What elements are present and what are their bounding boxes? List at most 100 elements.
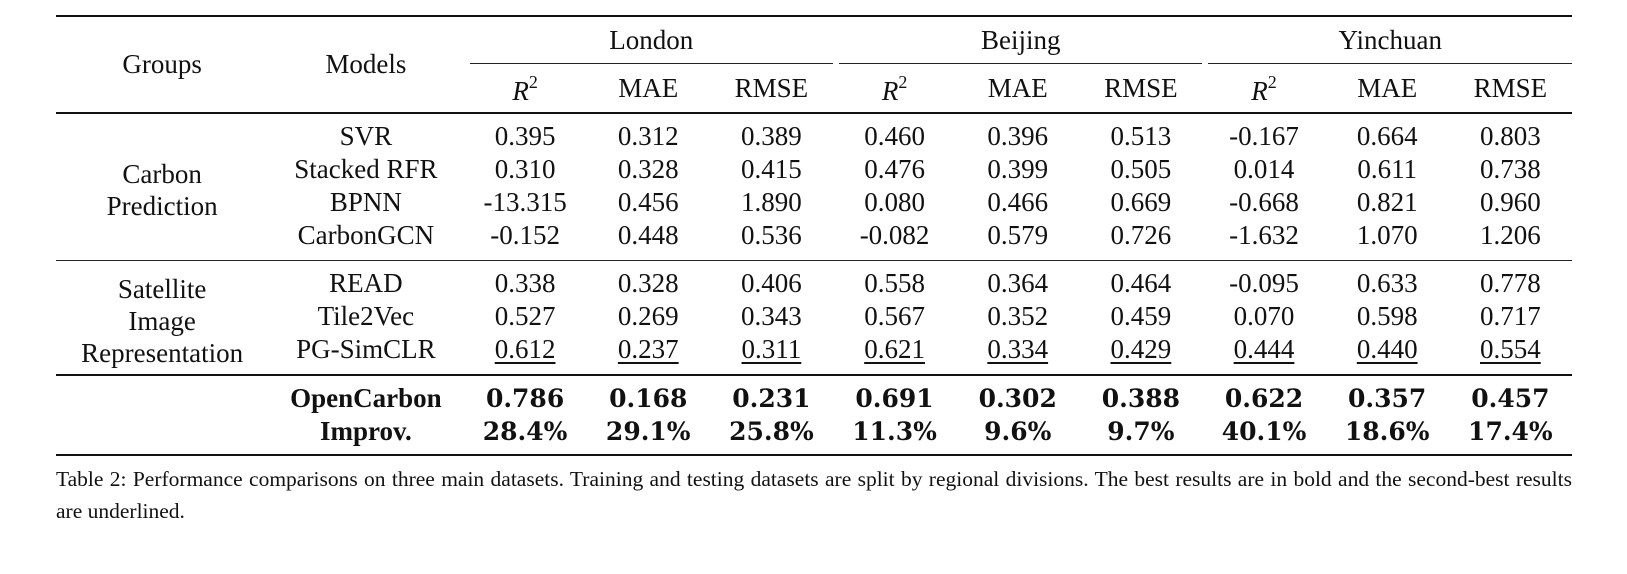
metric-value-cell: 40.1%: [1202, 415, 1326, 456]
metric-value-cell: 0.352: [987, 301, 1049, 331]
metric-value-cell: 0.464: [1079, 260, 1203, 300]
model-name-cell: CarbonGCN: [297, 220, 435, 250]
metric-value-cell: 0.691: [832, 374, 957, 415]
table-row: Carbon Prediction SVR 0.395 0.312 0.389 0.460 0…: [56, 113, 1572, 221]
results-table: Groups Models London Beijing Yinchuan R2…: [56, 15, 1572, 456]
metric-value-cell: -0.152: [490, 220, 560, 250]
metric-value-cell: 18.6%: [1325, 415, 1449, 456]
empty-group-cell: [56, 374, 269, 415]
empty-group-cell: [56, 415, 269, 456]
metric-value-cell: 1.070: [1356, 220, 1418, 250]
group-label: Satellite Image Representation: [56, 260, 269, 375]
metric-value-cell: 0.440: [1356, 334, 1418, 364]
metric-value-cell: 0.328: [586, 260, 710, 300]
metric-value-cell: 0.343: [741, 301, 802, 331]
metric-value-cell: 0.357: [1325, 374, 1449, 415]
metric-value-cell: 25.8%: [709, 415, 833, 456]
metric-value-cell: 0.406: [709, 260, 833, 300]
metric-header-mae-beijing: MAE: [956, 64, 1080, 114]
metric-value-cell: 0.396: [987, 121, 1049, 151]
metric-value-cell: 0.460: [864, 121, 925, 151]
metric-value-cell: 0.311: [741, 334, 802, 364]
metric-value-cell: 0.389: [741, 121, 802, 151]
metric-value-cell: 0.611: [1357, 154, 1418, 184]
metric-value-cell: 0.633: [1325, 260, 1449, 300]
table-row: Improv. 28.4% 29.1% 25.8% 11.3% 9.6% 9.7% 40.1%…: [56, 415, 1572, 456]
model-name-cell: SVR: [339, 121, 393, 151]
group-satellite-image-representation: Satellite Image Representation READ 0.338 0.3…: [56, 260, 1572, 375]
metric-value-cell: 0.598: [1356, 301, 1418, 331]
metric-value-cell: 0.536: [741, 220, 802, 250]
metric-value-cell: 0.786: [463, 374, 587, 415]
group-opencarbon: OpenCarbon 0.786 0.168 0.231 0.691 0.302 0.388…: [56, 374, 1572, 456]
table-caption: Table 2: Performance comparisons on thre…: [56, 467, 1572, 523]
metric-value-cell: 0.456: [617, 187, 679, 217]
group-label-line: Prediction: [106, 191, 218, 221]
metric-value-cell: 0.415: [741, 154, 802, 184]
metric-header-r2-london: R2: [463, 64, 587, 114]
model-name-cell: OpenCarbon: [268, 374, 464, 415]
metric-value-cell: 0.527: [494, 301, 556, 331]
table-row: Satellite Image Representation READ 0.338 0.3…: [56, 260, 1572, 375]
metric-value-cell: -0.668: [1229, 187, 1299, 217]
metric-value-cell: 0.302: [956, 374, 1080, 415]
metric-header-mae-yinchuan: MAE: [1325, 64, 1449, 114]
metric-value-cell: 0.388: [1079, 374, 1203, 415]
metric-value-cell: 0.312: [617, 121, 679, 151]
metric-value-cell: 0.778: [1448, 260, 1572, 300]
metric-value-cell: -13.315: [483, 187, 567, 217]
metric-value-cell: 0.664: [1356, 121, 1418, 151]
metric-value-cell: 29.1%: [586, 415, 710, 456]
metric-header-rmse-yinchuan: RMSE: [1448, 64, 1572, 114]
metric-value-cell: 0.269: [617, 301, 679, 331]
table-row: Tile2Vec 0.527 0.269 0.343 0.567 0.352 0.459 0.…: [56, 300, 1572, 333]
metric-value-cell: 0.621: [864, 334, 925, 364]
metric-header-row: R2 MAE RMSE R2 MAE RMSE R2 MAE RMSE: [56, 64, 1572, 114]
metric-value-cell: 0.579: [987, 220, 1049, 250]
metric-value-cell: 0.803: [1480, 121, 1541, 151]
table-row: CarbonGCN -0.152 0.448 0.536 -0.082 0.579 0.72…: [56, 219, 1572, 261]
table-row: OpenCarbon 0.786 0.168 0.231 0.691 0.302 0.388…: [56, 374, 1572, 415]
metric-value-cell: 0.717: [1480, 301, 1541, 331]
metric-value-cell: 1.206: [1480, 220, 1541, 250]
metric-value-cell: 0.310: [494, 154, 556, 184]
metric-value-cell: -0.082: [859, 220, 930, 250]
group-label: Carbon Prediction: [56, 113, 268, 261]
metric-value-cell: 1.890: [741, 187, 802, 217]
model-name-cell: Improv.: [268, 415, 464, 456]
city-header-london: London: [463, 15, 833, 64]
metric-value-cell: 0.448: [617, 220, 679, 250]
group-carbon-prediction: Carbon Prediction SVR 0.395 0.312 0.389 0.460 0…: [56, 113, 1572, 261]
metric-header-rmse-london: RMSE: [709, 64, 833, 114]
metric-value-cell: 0.513: [1110, 121, 1172, 151]
metric-value-cell: 0.080: [864, 187, 925, 217]
city-header-yinchuan: Yinchuan: [1202, 15, 1572, 64]
metric-value-cell: 0.476: [864, 154, 925, 184]
metric-value-cell: 0.457: [1448, 374, 1572, 415]
metric-value-cell: 0.554: [1480, 334, 1541, 364]
metric-value-cell: 0.612: [494, 334, 556, 364]
models-header: Models: [268, 15, 464, 114]
metric-value-cell: 0.338: [463, 260, 587, 300]
metric-value-cell: 0.231: [709, 374, 833, 415]
metric-header-r2-beijing: R2: [832, 64, 957, 114]
metric-value-cell: 0.070: [1233, 301, 1295, 331]
metric-header-rmse-beijing: RMSE: [1079, 64, 1203, 114]
metric-value-cell: 0.738: [1480, 154, 1541, 184]
metric-value-cell: 28.4%: [463, 415, 587, 456]
metric-value-cell: 0.558: [832, 260, 957, 300]
model-name-cell: PG-SimCLR: [296, 334, 436, 364]
metric-header-r2-yinchuan: R2: [1202, 64, 1326, 114]
model-name-cell: Stacked RFR: [294, 154, 438, 184]
metric-value-cell: 0.466: [987, 187, 1049, 217]
metric-value-cell: 0.429: [1110, 334, 1172, 364]
metric-value-cell: 9.6%: [956, 415, 1080, 456]
metric-value-cell: -0.167: [1229, 121, 1299, 151]
metric-value-cell: 0.960: [1480, 187, 1541, 217]
metric-value-cell: 0.237: [617, 334, 679, 364]
group-label-line: Image: [128, 305, 196, 336]
metric-value-cell: 0.821: [1356, 187, 1418, 217]
model-name-cell: READ: [268, 260, 464, 300]
group-label-line: Carbon: [122, 159, 202, 189]
metric-value-cell: 0.399: [987, 154, 1049, 184]
